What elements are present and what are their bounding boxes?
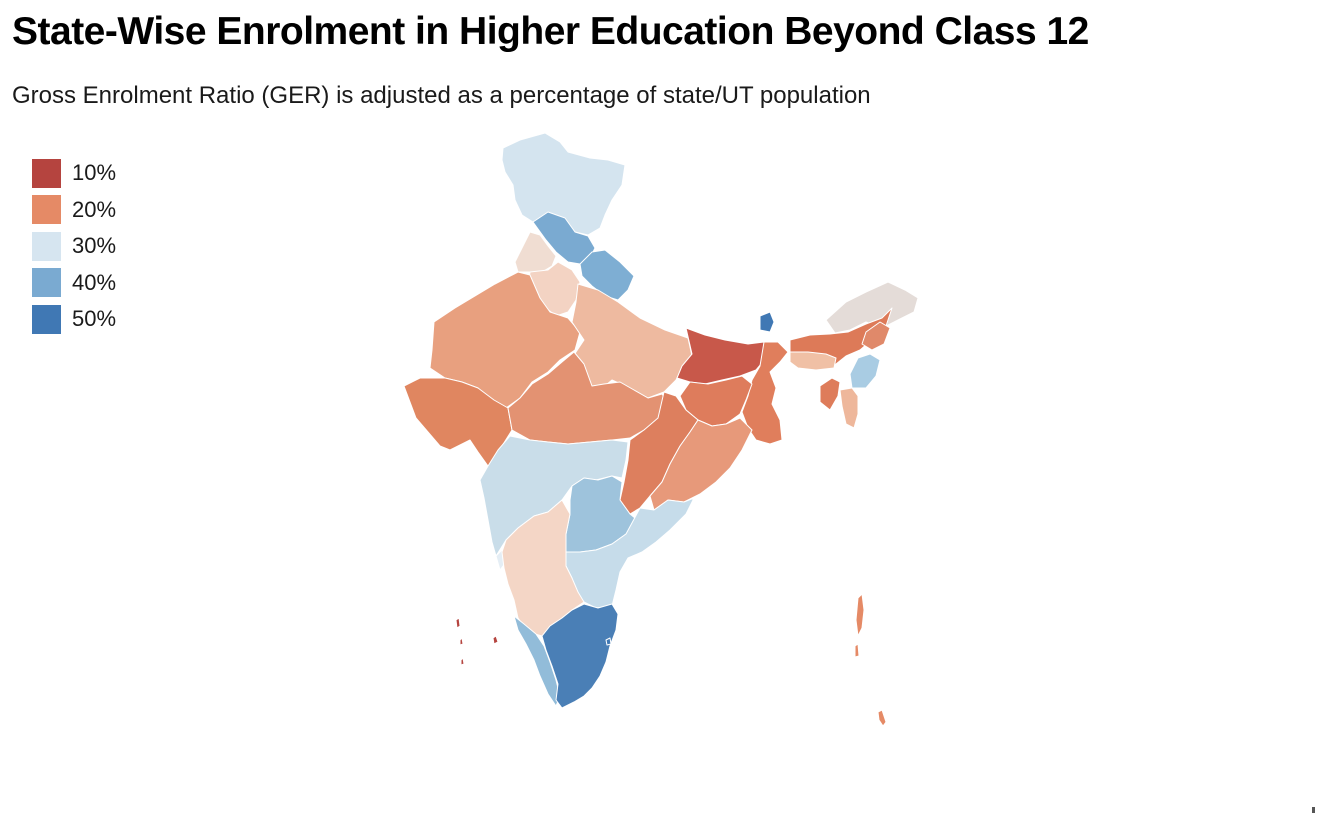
legend-label: 10% (72, 160, 117, 186)
region-jammu-kashmir[interactable] (501, 132, 626, 236)
page-title: State-Wise Enrolment in Higher Education… (12, 10, 1089, 53)
legend-item-20: 20% (32, 192, 116, 229)
region-bihar[interactable] (676, 327, 767, 385)
region-nagaland[interactable] (861, 321, 891, 351)
region-andhra-pradesh[interactable] (565, 497, 695, 609)
region-tripura[interactable] (819, 377, 841, 411)
legend-item-40: 40% (32, 265, 116, 302)
region-puducherry[interactable] (605, 637, 612, 646)
region-mizoram[interactable] (839, 387, 859, 429)
region-sikkim[interactable] (759, 311, 775, 333)
legend-swatch (32, 158, 61, 188)
region-andaman-nicobar[interactable] (854, 593, 887, 727)
region-chhattisgarh[interactable] (619, 391, 699, 515)
region-karnataka[interactable] (501, 499, 585, 637)
region-meghalaya[interactable] (789, 351, 837, 371)
region-arunachal-pradesh[interactable] (825, 281, 919, 334)
legend-swatch (32, 195, 61, 225)
legend-item-30: 30% (32, 228, 116, 265)
region-punjab[interactable] (514, 231, 557, 273)
region-uttarakhand[interactable] (579, 249, 635, 301)
legend-label: 50% (72, 306, 117, 332)
corner-mark (1312, 807, 1315, 813)
page-subtitle: Gross Enrolment Ratio (GER) is adjusted … (12, 82, 871, 109)
legend-label: 40% (72, 269, 117, 295)
legend-label: 20% (72, 196, 117, 222)
legend-item-50: 50% (32, 301, 116, 338)
legend-item-10: 10% (32, 155, 116, 192)
legend-swatch (32, 304, 61, 334)
region-odisha[interactable] (649, 417, 753, 511)
legend: 10% 20% 30% 40% 50% (32, 155, 116, 338)
region-manipur[interactable] (849, 353, 881, 389)
legend-swatch (32, 268, 61, 298)
legend-swatch (32, 231, 61, 261)
region-tamil-nadu[interactable] (541, 603, 619, 709)
region-lakshadweep[interactable] (455, 617, 499, 666)
legend-label: 30% (72, 233, 117, 259)
